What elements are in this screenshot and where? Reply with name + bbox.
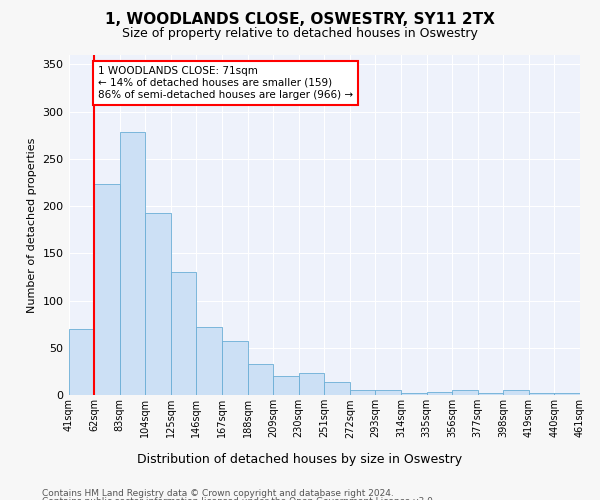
Text: Contains HM Land Registry data © Crown copyright and database right 2024.: Contains HM Land Registry data © Crown c… bbox=[42, 488, 394, 498]
Bar bbox=[145, 213, 171, 395]
Bar bbox=[478, 394, 503, 395]
Bar bbox=[299, 372, 324, 395]
Text: Distribution of detached houses by size in Oswestry: Distribution of detached houses by size … bbox=[137, 453, 463, 466]
Bar bbox=[222, 342, 248, 395]
Bar bbox=[68, 329, 94, 395]
Bar bbox=[94, 184, 119, 395]
Bar bbox=[119, 132, 145, 395]
Text: 1 WOODLANDS CLOSE: 71sqm
← 14% of detached houses are smaller (159)
86% of semi-: 1 WOODLANDS CLOSE: 71sqm ← 14% of detach… bbox=[98, 66, 353, 100]
Bar bbox=[196, 327, 222, 395]
Bar bbox=[273, 376, 299, 395]
Bar bbox=[324, 382, 350, 395]
Bar bbox=[171, 272, 196, 395]
Y-axis label: Number of detached properties: Number of detached properties bbox=[27, 138, 37, 313]
Text: Size of property relative to detached houses in Oswestry: Size of property relative to detached ho… bbox=[122, 28, 478, 40]
Bar bbox=[452, 390, 478, 395]
Bar bbox=[503, 390, 529, 395]
Bar bbox=[376, 390, 401, 395]
Bar bbox=[554, 394, 580, 395]
Bar bbox=[248, 364, 273, 395]
Bar bbox=[350, 390, 376, 395]
Bar bbox=[529, 394, 554, 395]
Bar bbox=[401, 394, 427, 395]
Bar bbox=[427, 392, 452, 395]
Text: 1, WOODLANDS CLOSE, OSWESTRY, SY11 2TX: 1, WOODLANDS CLOSE, OSWESTRY, SY11 2TX bbox=[105, 12, 495, 28]
Text: Contains public sector information licensed under the Open Government Licence v3: Contains public sector information licen… bbox=[42, 497, 436, 500]
